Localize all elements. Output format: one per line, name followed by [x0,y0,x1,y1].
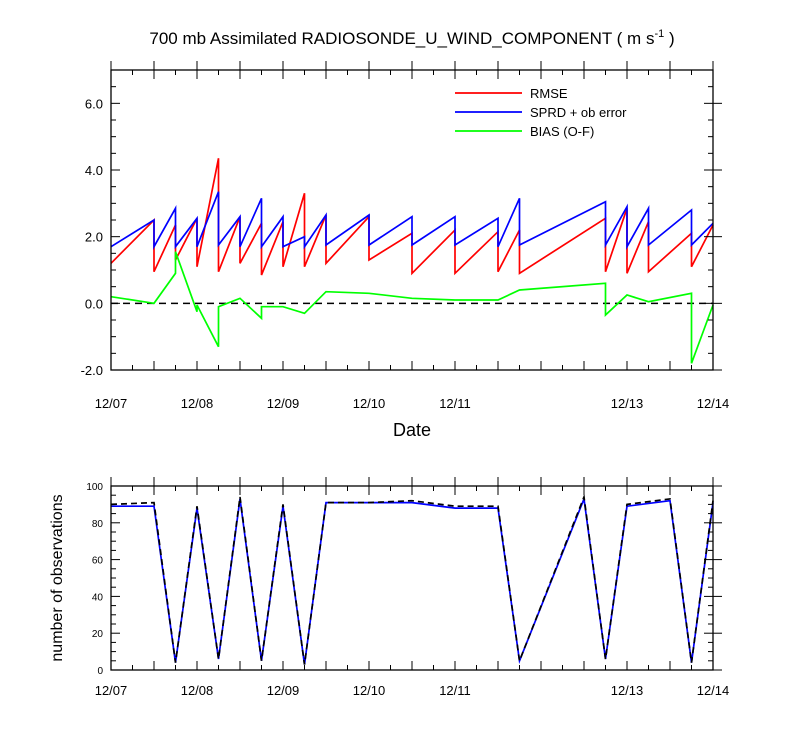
legend-label: RMSE [530,86,568,101]
x-tick-label: 12/09 [267,683,300,698]
x-tick-label: 12/08 [181,396,214,411]
x-tick-label: 12/14 [697,683,730,698]
legend: RMSE SPRD + ob error BIAS (O-F) [455,86,627,139]
y-tick-label: 20 [92,629,104,640]
y-tick-label: 6.0 [85,96,103,111]
x-tick-label: 12/08 [181,683,214,698]
legend-label: BIAS (O-F) [530,124,594,139]
y-tick-label: -2.0 [81,363,103,378]
x-tick-label: 12/13 [611,683,644,698]
y-tick-label: 80 [92,519,104,530]
series-line-assimilated [111,495,714,665]
chart-title: 700 mb Assimilated RADIOSONDE_U_WIND_COM… [149,28,674,48]
y-axis-label: number of observations [49,494,66,661]
legend-label: SPRD + ob error [530,105,627,120]
x-tick-label: 12/09 [267,396,300,411]
x-tick-label: 12/07 [95,396,128,411]
y-tick-label: 60 [92,556,104,567]
stats-chart: 700 mb Assimilated RADIOSONDE_U_WIND_COM… [81,28,730,440]
series-line-sprd-ob-error [110,191,714,250]
x-tick-label: 12/11 [439,683,471,698]
y-tick-label: 0 [97,666,103,677]
x-tick-label: 12/11 [439,396,471,411]
x-tick-label: 12/13 [611,396,644,411]
observations-chart: 12/07 12/08 12/09 12/10 12/11 12/13 12/14 0 20 40… [49,477,729,698]
x-tick-label: 12/10 [353,683,386,698]
series-line-rmse [110,158,714,276]
plot-frame [110,485,714,671]
y-tick-label: 0.0 [85,296,103,311]
x-tick-label: 12/07 [95,683,128,698]
x-tick-label: 12/10 [353,396,386,411]
series-line-bias-o-f [110,251,714,364]
series-line-possible [110,493,714,665]
y-tick-label: 4.0 [85,163,103,178]
y-tick-label: 2.0 [85,230,103,245]
x-axis-label: Date [393,420,431,440]
x-tick-label: 12/14 [697,396,730,411]
y-tick-label: 100 [86,482,103,493]
y-tick-label: 40 [92,592,104,603]
